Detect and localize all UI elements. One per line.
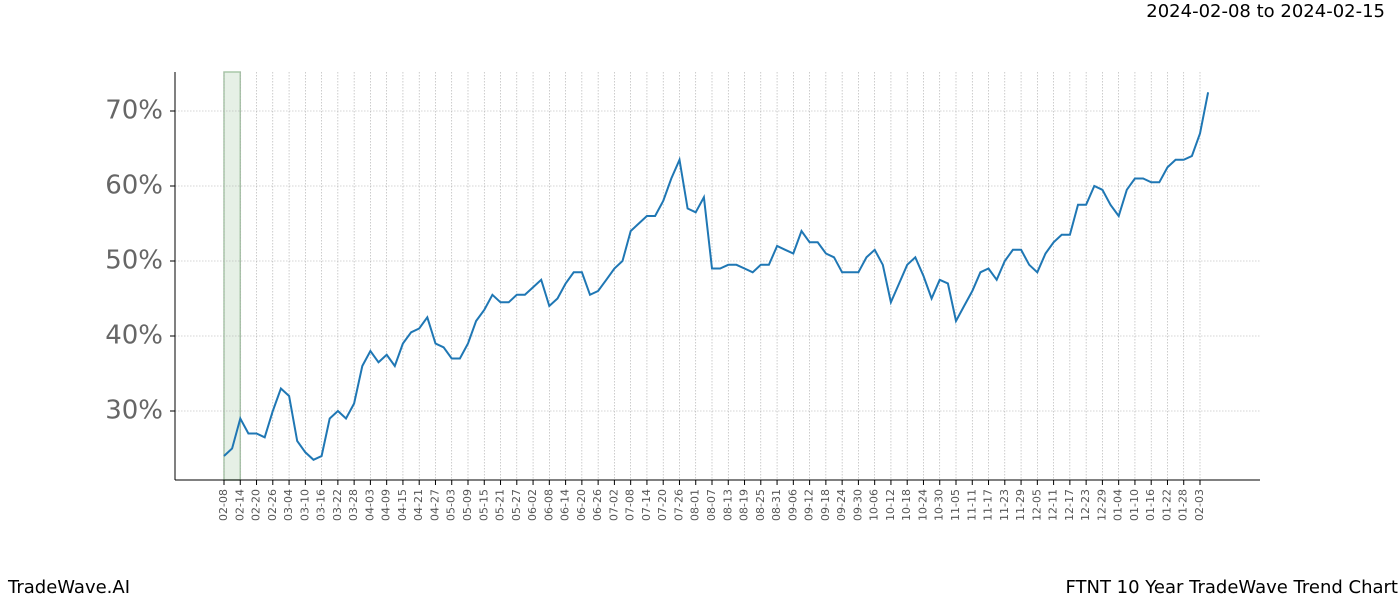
x-tick-label: 08-31 <box>770 489 783 521</box>
y-tick-label: 50% <box>105 246 163 276</box>
x-tick-label: 04-03 <box>363 489 376 521</box>
x-tick-label: 06-26 <box>591 489 604 521</box>
x-tick-label: 10-18 <box>900 489 913 521</box>
x-tick-label: 01-10 <box>1128 489 1141 521</box>
x-tick-label: 11-17 <box>982 489 995 521</box>
x-tick-label: 04-15 <box>396 489 409 521</box>
x-tick-label: 08-19 <box>738 489 751 521</box>
x-tick-label: 04-21 <box>412 489 425 521</box>
x-tick-label: 12-23 <box>1079 489 1092 521</box>
x-tick-label: 02-14 <box>233 489 246 521</box>
x-tick-label: 01-16 <box>1144 489 1157 521</box>
x-tick-label: 10-30 <box>933 489 946 521</box>
x-tick-label: 09-18 <box>819 489 832 521</box>
chart-title: FTNT 10 Year TradeWave Trend Chart <box>1065 577 1398 598</box>
highlight-span <box>223 71 242 481</box>
x-tick-label: 03-16 <box>315 489 328 521</box>
x-tick-label: 05-09 <box>461 489 474 521</box>
x-tick-label: 03-10 <box>298 489 311 521</box>
x-tick-label: 05-27 <box>510 489 523 521</box>
x-tick-label: 08-07 <box>705 489 718 521</box>
x-tick-label: 04-27 <box>428 489 441 521</box>
brand: TradeWave.AI <box>7 577 130 598</box>
x-tick-label: 02-26 <box>266 489 279 521</box>
x-tick-label: 07-14 <box>640 489 653 521</box>
x-tick-label: 06-02 <box>526 489 539 521</box>
x-tick-label: 07-26 <box>672 489 685 521</box>
x-tick-label: 02-03 <box>1193 489 1206 521</box>
x-tick-label: 05-03 <box>445 489 458 521</box>
x-tick-label: 08-25 <box>754 489 767 521</box>
x-tick-label: 12-29 <box>1095 489 1108 521</box>
x-tick-label: 11-05 <box>949 489 962 521</box>
x-tick-label: 08-01 <box>689 489 702 521</box>
x-tick-label: 12-05 <box>1030 489 1043 521</box>
x-tick-label: 02-20 <box>250 489 263 521</box>
trend-line <box>223 92 1210 461</box>
date-range: 2024-02-08 to 2024-02-15 <box>1146 1 1385 22</box>
x-tick-label: 01-28 <box>1177 489 1190 521</box>
x-tick-label: 09-24 <box>835 489 848 521</box>
x-tick-label: 01-22 <box>1160 489 1173 521</box>
x-tick-label: 12-11 <box>1047 489 1060 521</box>
y-tick-label: 40% <box>105 321 163 351</box>
x-tick-label: 03-22 <box>331 489 344 521</box>
x-tick-label: 10-06 <box>868 489 881 521</box>
x-tick-label: 10-24 <box>916 489 929 521</box>
x-tick-label: 04-09 <box>380 489 393 521</box>
x-tick-label: 07-08 <box>624 489 637 521</box>
y-tick-label: 70% <box>105 96 163 126</box>
x-tick-label: 01-04 <box>1112 489 1125 521</box>
x-tick-label: 05-15 <box>477 489 490 521</box>
x-tick-label: 10-12 <box>884 489 897 521</box>
x-tick-label: 06-14 <box>559 489 572 521</box>
y-tick-label: 60% <box>105 171 163 201</box>
x-tick-label: 11-29 <box>1014 489 1027 521</box>
x-tick-label: 12-17 <box>1063 489 1076 521</box>
x-tick-label: 09-06 <box>786 489 799 521</box>
x-tick-label: 05-21 <box>494 489 507 521</box>
x-tick-label: 09-12 <box>803 489 816 521</box>
x-tick-label: 06-20 <box>575 489 588 521</box>
x-tick-label: 11-11 <box>965 489 978 521</box>
x-tick-label: 11-23 <box>998 489 1011 521</box>
x-tick-label: 07-02 <box>607 489 620 521</box>
x-tick-label: 09-30 <box>851 489 864 521</box>
x-tick-label: 08-13 <box>721 489 734 521</box>
x-tick-label: 03-28 <box>347 489 360 521</box>
x-tick-label: 02-08 <box>217 489 230 521</box>
x-tick-label: 03-04 <box>282 489 295 521</box>
x-tick-label: 06-08 <box>542 489 555 521</box>
y-tick-label: 30% <box>105 396 163 426</box>
x-tick-label: 07-20 <box>656 489 669 521</box>
